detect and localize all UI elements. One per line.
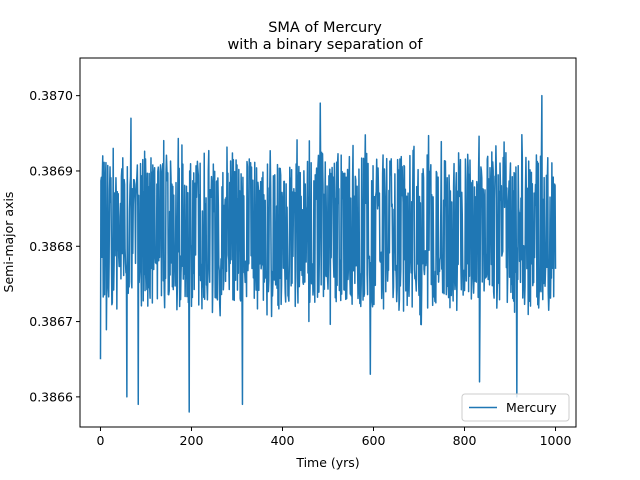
y-tick-label: 0.3870 [29,88,73,103]
y-tick-label: 0.3867 [29,314,73,329]
x-tick-label: 800 [453,433,477,448]
plot-frame [79,57,577,428]
chart-title-line-1: SMA of Mercury [268,20,382,36]
x-tick-label: 600 [362,433,386,448]
x-axis: 0 200 400 600 800 1000 [97,427,572,448]
chart-title-line-2: with a binary separation of [227,37,423,53]
plot-area [99,94,557,413]
y-tick-label: 0.3868 [29,239,73,254]
y-axis-label: Semi-major axis [1,192,16,293]
y-tick-label: 0.3866 [29,389,73,404]
x-tick-label: 0 [97,433,105,448]
x-tick-label: 1000 [540,433,572,448]
legend-label-mercury: Mercury [506,400,557,415]
y-axis: 0.3866 0.3867 0.3868 0.3869 0.3870 [29,88,80,404]
series-line-mercury [99,94,557,413]
x-tick-label: 400 [271,433,295,448]
x-axis-label: Time (yrs) [295,455,359,470]
x-tick-label: 200 [180,433,204,448]
y-tick-label: 0.3869 [29,163,73,178]
legend: Mercury [461,393,570,422]
legend-box [461,393,570,422]
